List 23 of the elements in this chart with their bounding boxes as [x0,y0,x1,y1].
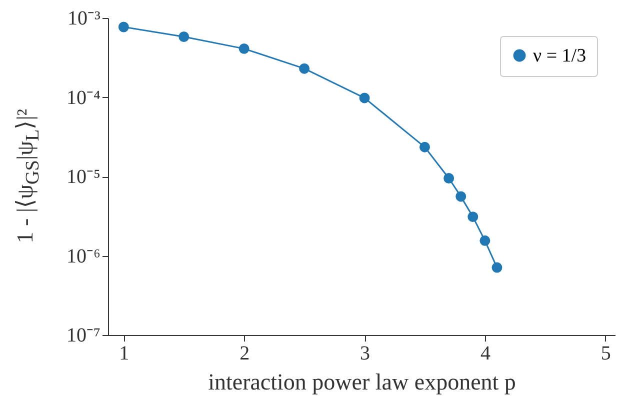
point [178,32,190,42]
point [419,142,430,152]
point [359,92,370,104]
x-tick-label: 2 [240,342,250,364]
y-tick-label: 10⁻⁶ [66,245,101,268]
x-axis-title: interaction power law exponent p [208,370,516,394]
point [480,235,490,246]
point [468,212,478,222]
x-tick-label: 4 [480,342,490,364]
point [444,173,454,184]
point [118,22,129,32]
point [299,63,310,74]
point [492,262,502,273]
x-tick-label: 5 [600,342,611,364]
legend-label: ν = 1/3 [533,46,586,66]
y-tick-label: 10⁻⁴ [66,86,101,109]
y-tick-label: 10⁻⁷ [66,324,101,346]
point [238,43,250,54]
y-tick-label: 10⁻⁵ [66,166,100,188]
y-tick-label: 10⁻³ [68,8,100,30]
x-tick-label: 3 [360,342,370,364]
x-tick-label: 1 [119,342,130,364]
point [456,191,466,202]
